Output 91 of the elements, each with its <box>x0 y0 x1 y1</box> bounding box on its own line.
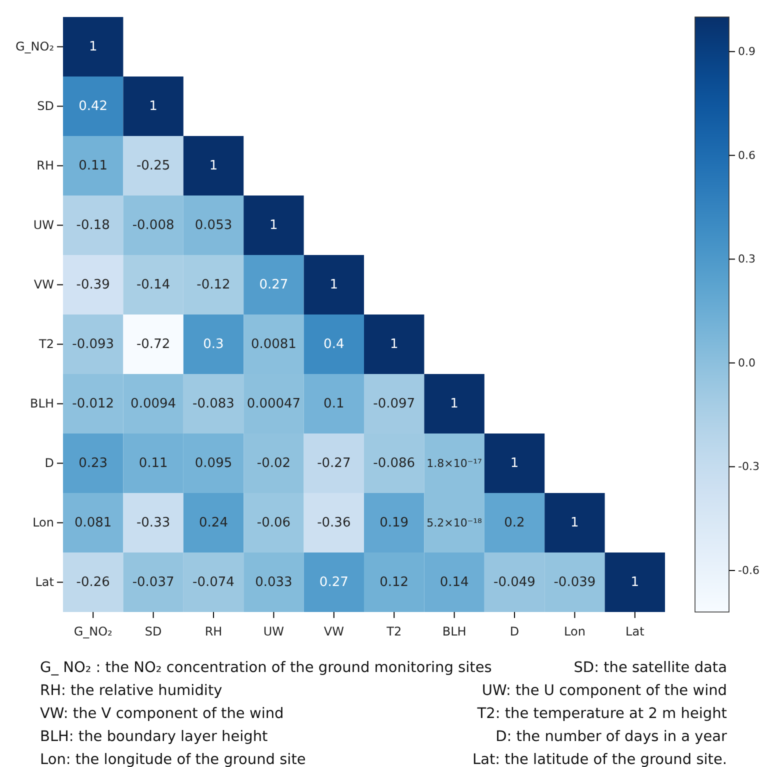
data-label: 1 <box>630 574 640 590</box>
color-bar-label: 0.0 <box>738 356 756 370</box>
color-bar-label: -0.6 <box>738 564 760 578</box>
x-tick-label: SD <box>144 624 162 638</box>
data-label: 0.4 <box>324 336 344 352</box>
data-label: 1.8×10⁻¹⁷ <box>426 456 482 470</box>
y-tick-label: SD <box>37 99 54 114</box>
data-label: -0.039 <box>554 574 596 590</box>
data-label: -0.39 <box>76 277 110 292</box>
data-label: -0.037 <box>132 574 174 590</box>
y-tick-label: BLH <box>30 396 54 411</box>
data-label: 1 <box>149 98 158 114</box>
data-label: 0.053 <box>194 218 232 233</box>
data-label: -0.26 <box>76 574 110 590</box>
text: Lat: the latitude of the ground site. <box>472 752 727 767</box>
data-label: -0.72 <box>136 336 170 352</box>
data-label: -0.25 <box>136 158 170 174</box>
data-label: 0.0081 <box>250 336 296 352</box>
x-tick-label: G_NO₂ <box>74 624 113 638</box>
text: UW: the U component of the wind <box>482 683 727 699</box>
data-label: 0.23 <box>78 456 108 471</box>
data-label: -0.012 <box>72 396 114 412</box>
data-label: 1 <box>510 456 519 471</box>
data-label: 1 <box>450 396 458 412</box>
data-label: 0.1 <box>324 396 344 412</box>
y-tick-label: D <box>44 456 54 470</box>
x-tick-label: RH <box>204 624 222 638</box>
data-label: -0.086 <box>373 456 416 471</box>
y-tick-label: Lat <box>35 575 54 590</box>
data-label: 0.3 <box>203 336 224 352</box>
data-label: -0.12 <box>196 277 230 292</box>
text: BLH: the boundary layer height <box>40 729 268 745</box>
y-tick-label: G_NO₂ <box>15 40 54 54</box>
data-label: 0.033 <box>255 574 292 590</box>
y-tick-label: UW <box>33 218 54 232</box>
data-label: 0.19 <box>380 515 409 530</box>
x-tick-label: D <box>510 624 520 638</box>
x-tick-label: BLH <box>442 624 466 638</box>
x-tick-label: UW <box>263 624 284 638</box>
text: D: the number of days in a year <box>496 729 728 745</box>
text: VW: the V component of the wind <box>40 706 284 722</box>
data-label: 0.42 <box>78 98 108 114</box>
color-bar-label: 0.6 <box>738 148 756 162</box>
y-tick-label: RH <box>36 158 54 173</box>
data-label: 0.12 <box>380 574 409 590</box>
data-label: 0.095 <box>194 456 232 471</box>
data-label: 0.27 <box>319 574 348 590</box>
data-label: -0.14 <box>136 277 170 292</box>
text: T2: the temperature at 2 m height <box>476 706 728 722</box>
data-label: -0.083 <box>192 396 234 412</box>
data-label: 0.14 <box>440 574 469 590</box>
data-label: -0.093 <box>72 336 114 352</box>
text: RH: the relative humidity <box>40 683 223 699</box>
data-label: -0.18 <box>76 218 110 233</box>
data-label: 1 <box>570 515 579 530</box>
data-label: -0.02 <box>256 456 291 471</box>
color-bar-label: 0.9 <box>738 45 756 58</box>
data-label: -0.06 <box>256 515 291 530</box>
data-label: 0.11 <box>138 456 168 471</box>
text: Lon: the longitude of the ground site <box>40 752 306 767</box>
data-label: -0.097 <box>373 396 416 412</box>
data-label: 1 <box>390 336 398 352</box>
text: SD: the satellite data <box>574 660 727 676</box>
data-label: -0.36 <box>317 515 351 530</box>
data-label: -0.27 <box>317 456 351 471</box>
data-label: 0.11 <box>78 158 108 174</box>
data-label: 0.2 <box>504 515 525 530</box>
data-label: 1 <box>270 218 278 233</box>
color-bar-label: -0.3 <box>738 460 760 474</box>
data-label: -0.074 <box>192 574 234 590</box>
x-tick-label: T2 <box>386 624 402 638</box>
y-tick-label: Lon <box>32 516 54 530</box>
x-tick-label: Lon <box>564 624 586 638</box>
data-label: -0.33 <box>136 515 170 530</box>
data-label: -0.049 <box>494 574 536 590</box>
y-tick-label: T2 <box>38 337 54 352</box>
data-label: 5.2×10⁻¹⁸ <box>426 516 483 530</box>
data-label: 0.24 <box>199 515 228 530</box>
data-label: 1 <box>209 158 218 174</box>
data-label: 0.0094 <box>130 396 176 412</box>
data-label: 0.00047 <box>246 396 301 412</box>
x-tick-label: VW <box>324 624 344 638</box>
data-label: -0.008 <box>132 218 174 233</box>
data-label: 1 <box>88 39 98 54</box>
y-tick-label: VW <box>34 278 54 292</box>
text: G_ NO₂ : the NO₂ concentration of the ground monitoring sites <box>40 660 492 676</box>
data-label: 1 <box>330 277 338 292</box>
data-label: 0.27 <box>259 277 288 292</box>
color-bar-label: 0.3 <box>738 252 756 266</box>
data-label: 0.081 <box>74 515 112 530</box>
x-tick-label: Lat <box>626 624 645 638</box>
